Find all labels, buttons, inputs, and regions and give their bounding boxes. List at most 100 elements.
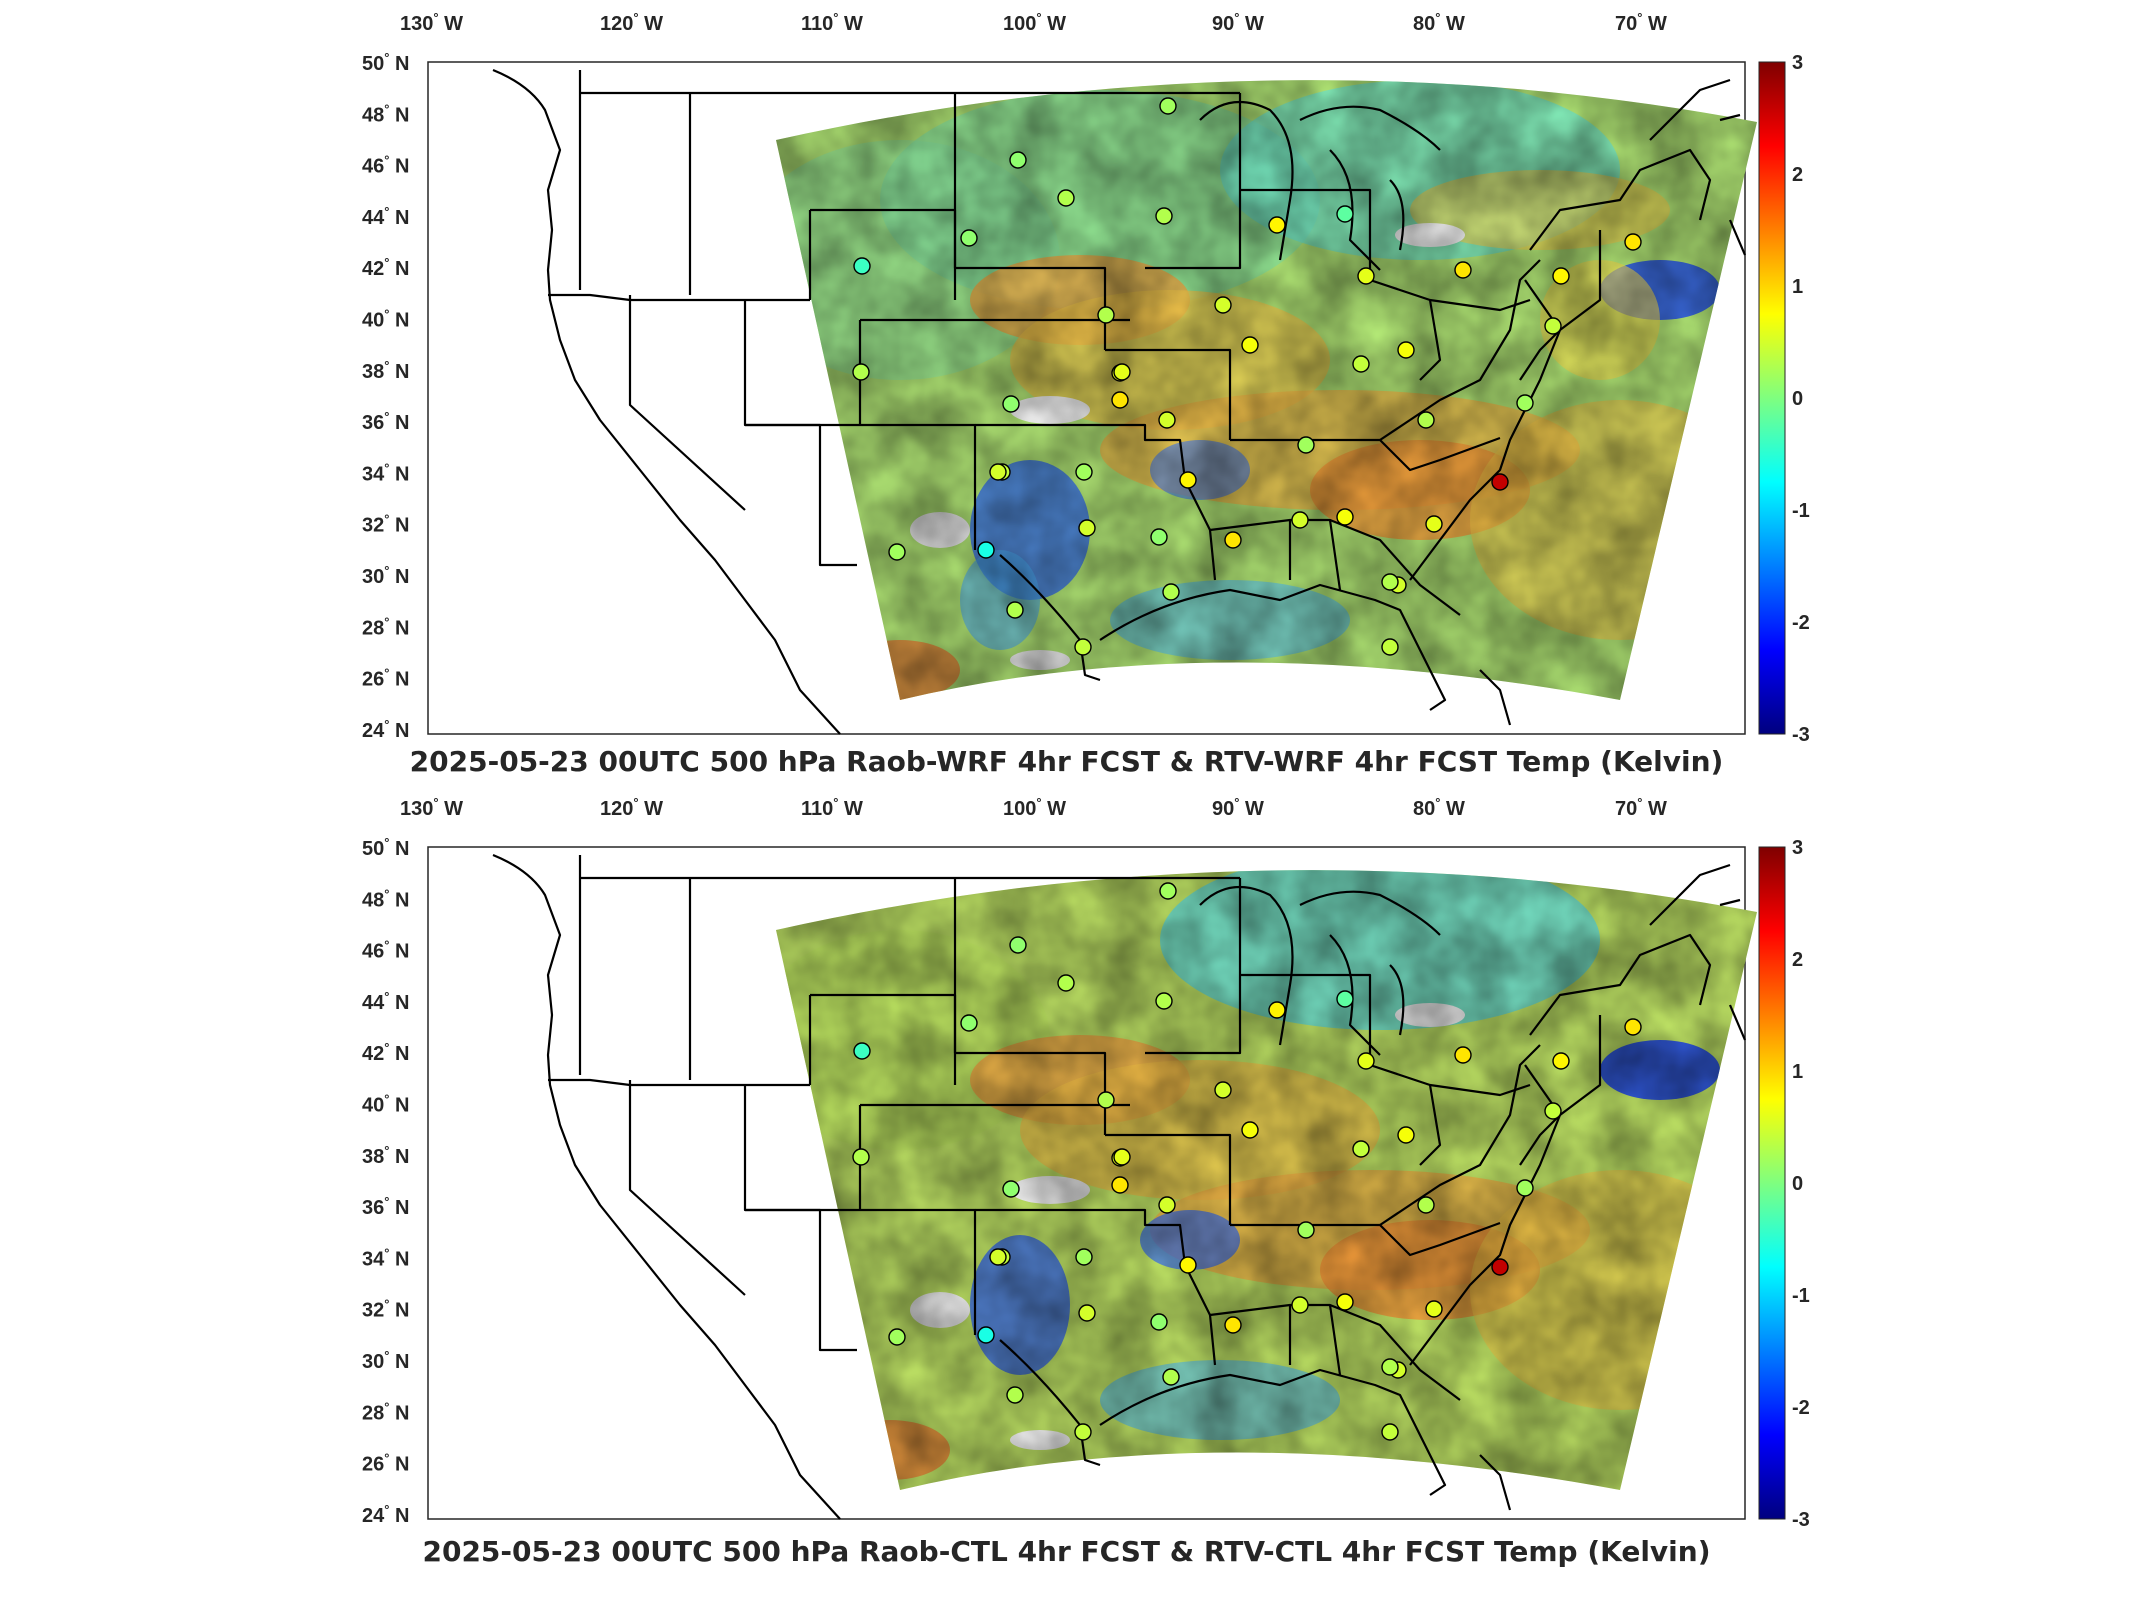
station-marker xyxy=(1009,151,1027,169)
lon-tick: 100° W xyxy=(1003,795,1066,820)
station-marker xyxy=(1224,1316,1242,1334)
lon-tick: 130° W xyxy=(400,795,463,820)
colorbar-tick: 2 xyxy=(1792,949,1803,971)
station-marker xyxy=(852,363,870,381)
station-marker xyxy=(1352,1140,1370,1158)
station-marker xyxy=(1552,267,1570,285)
lon-tick: 80° W xyxy=(1413,10,1465,35)
colorbar xyxy=(1758,61,1786,735)
colorbar-tick: -2 xyxy=(1792,1397,1810,1419)
station-marker xyxy=(1357,1052,1375,1070)
station-marker xyxy=(1074,638,1092,656)
panel-title: 2025-05-23 00UTC 500 hPa Raob-CTL 4hr FC… xyxy=(422,1535,1711,1568)
station-marker xyxy=(1297,436,1315,454)
station-marker xyxy=(1150,1313,1168,1331)
lat-tick: 38° N xyxy=(362,358,409,383)
station-marker xyxy=(1516,394,1534,412)
station-marker xyxy=(1155,992,1173,1010)
lat-tick: 34° N xyxy=(362,460,409,485)
lat-tick-labels: 50° N 48° N 46° N 44° N 42° N 40° N 38° N 36° N… xyxy=(362,50,409,742)
station-marker xyxy=(1006,601,1024,619)
panel-title: 2025-05-23 00UTC 500 hPa Raob-WRF 4hr FC… xyxy=(409,745,1724,778)
station-marker xyxy=(1179,1256,1197,1274)
colorbar-ticks: 3 2 1 0 -1 -2 -3 xyxy=(1792,52,1810,746)
colorbar-tick: 3 xyxy=(1792,837,1803,859)
temperature-field xyxy=(776,80,1757,701)
station-marker xyxy=(1268,1001,1286,1019)
lon-tick: 70° W xyxy=(1615,10,1667,35)
station-marker xyxy=(1113,363,1131,381)
lon-tick: 100° W xyxy=(1003,10,1066,35)
lat-tick: 24° N xyxy=(362,1502,409,1527)
station-marker xyxy=(1381,638,1399,656)
station-marker xyxy=(1075,1248,1093,1266)
station-marker xyxy=(1097,1091,1115,1109)
station-marker xyxy=(1336,508,1354,526)
station-marker xyxy=(1357,267,1375,285)
station-marker xyxy=(1291,511,1309,529)
station-marker xyxy=(1224,531,1242,549)
station-marker xyxy=(888,543,906,561)
station-marker xyxy=(1336,205,1354,223)
station-marker xyxy=(853,1042,871,1060)
temperature-field xyxy=(776,870,1757,1491)
lat-tick: 36° N xyxy=(362,409,409,434)
lat-tick: 26° N xyxy=(362,1451,409,1476)
station-marker xyxy=(1381,1358,1399,1376)
station-marker xyxy=(1624,233,1642,251)
lon-tick: 90° W xyxy=(1212,10,1264,35)
station-marker xyxy=(1352,355,1370,373)
raob-stations xyxy=(852,97,1642,656)
lat-tick: 32° N xyxy=(362,1297,409,1322)
lat-tick: 34° N xyxy=(362,1245,409,1270)
station-marker xyxy=(977,541,995,559)
station-marker xyxy=(989,463,1007,481)
station-marker xyxy=(1162,583,1180,601)
station-marker xyxy=(1417,1196,1435,1214)
station-marker xyxy=(1491,1258,1509,1276)
station-marker xyxy=(1009,936,1027,954)
station-marker xyxy=(1097,306,1115,324)
station-marker xyxy=(1454,1046,1472,1064)
lat-tick: 46° N xyxy=(362,938,409,963)
station-marker xyxy=(1297,1221,1315,1239)
colorbar-tick: -3 xyxy=(1792,1509,1810,1531)
lat-tick: 48° N xyxy=(362,886,409,911)
station-marker xyxy=(1241,336,1259,354)
station-marker xyxy=(1397,1126,1415,1144)
station-marker xyxy=(960,229,978,247)
station-marker xyxy=(1417,411,1435,429)
colorbar-tick: -1 xyxy=(1792,500,1810,522)
station-marker xyxy=(853,257,871,275)
station-marker xyxy=(1336,990,1354,1008)
colorbar-tick: -1 xyxy=(1792,1285,1810,1307)
lon-tick: 90° W xyxy=(1212,795,1264,820)
station-marker xyxy=(1159,97,1177,115)
station-marker xyxy=(1214,296,1232,314)
lat-tick: 40° N xyxy=(362,1092,409,1117)
colorbar-ticks: 3 2 1 0 -1 -2 -3 xyxy=(1792,837,1810,1531)
station-marker xyxy=(1381,573,1399,591)
lat-tick: 50° N xyxy=(362,835,409,860)
coastline-borders xyxy=(492,853,1747,1520)
station-marker xyxy=(1057,189,1075,207)
station-marker xyxy=(1002,1180,1020,1198)
colorbar-tick: 0 xyxy=(1792,1173,1803,1195)
station-marker xyxy=(1214,1081,1232,1099)
station-marker xyxy=(1158,1196,1176,1214)
lat-tick: 36° N xyxy=(362,1194,409,1219)
station-marker xyxy=(1002,395,1020,413)
station-marker xyxy=(1425,1300,1443,1318)
station-marker xyxy=(1078,519,1096,537)
station-marker xyxy=(1516,1179,1534,1197)
lat-tick: 40° N xyxy=(362,307,409,332)
station-marker xyxy=(1078,1304,1096,1322)
lat-tick-labels: 50° N 48° N 46° N 44° N 42° N 40° N 38° N 36° N… xyxy=(362,835,409,1527)
station-marker xyxy=(1491,473,1509,491)
colorbar-tick: -3 xyxy=(1792,724,1810,746)
station-marker xyxy=(1159,882,1177,900)
lon-tick: 120° W xyxy=(600,795,663,820)
lon-tick: 110° W xyxy=(801,795,863,820)
station-marker xyxy=(977,1326,995,1344)
lat-tick: 50° N xyxy=(362,50,409,75)
